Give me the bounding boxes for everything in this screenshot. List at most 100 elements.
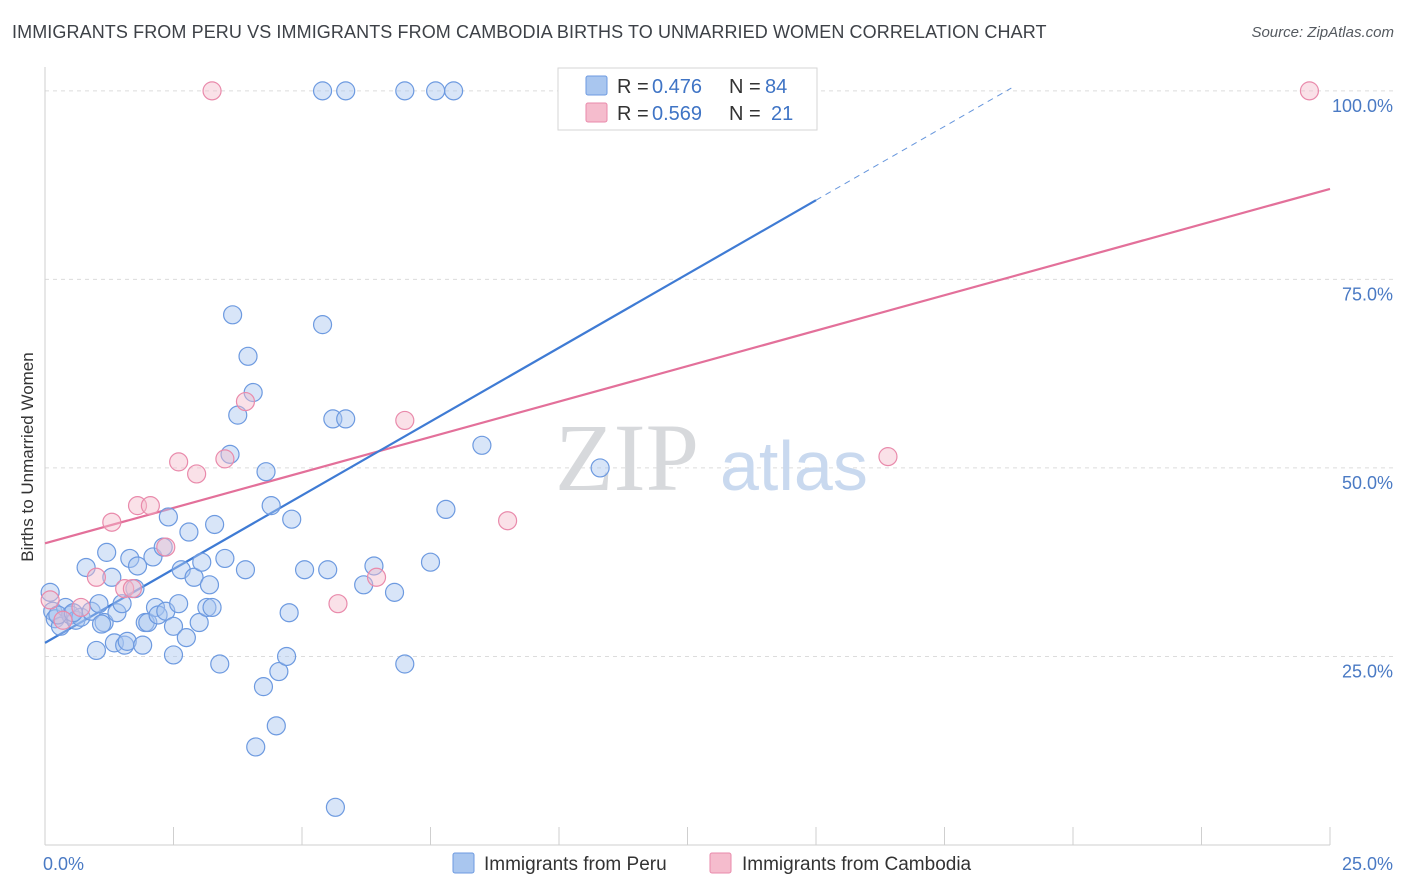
point-cambodia-4 <box>102 512 122 532</box>
legend-cambodia-n-label: N = <box>729 103 761 125</box>
point-peru-22 <box>127 556 148 576</box>
point-peru-57 <box>266 716 286 736</box>
y-axis-label: Births to Unmarried Women <box>18 352 37 561</box>
point-peru-43 <box>202 597 222 618</box>
trend-lines <box>44 87 1331 644</box>
x-tick-label-max: 25.0% <box>1342 854 1393 874</box>
point-peru-27 <box>145 597 166 618</box>
point-peru-75 <box>590 458 610 478</box>
legend: R = 0.476 N = 84 R = 0.569 N = 21 <box>557 67 818 131</box>
legend-peru-r: 0.476 <box>652 76 702 98</box>
point-cambodia-18 <box>498 511 518 531</box>
point-cambodia-13 <box>215 449 235 469</box>
point-peru-33 <box>163 645 184 665</box>
point-peru-39 <box>189 612 209 633</box>
point-peru-17 <box>112 594 132 614</box>
point-peru-19 <box>117 631 137 651</box>
point-cambodia-12 <box>202 81 222 101</box>
legend-swatch-peru <box>585 75 608 96</box>
point-peru-14 <box>102 567 122 587</box>
trend-line-cambodia <box>44 187 1331 545</box>
point-peru-20 <box>120 548 140 569</box>
point-peru-34 <box>169 594 189 614</box>
bottom-legend-cambodia: Immigrants from Cambodia <box>742 854 972 875</box>
point-peru-62 <box>294 560 315 580</box>
data-points <box>40 81 1320 817</box>
point-cambodia-15 <box>328 594 348 614</box>
point-peru-13 <box>97 542 117 562</box>
point-cambodia-6 <box>122 578 142 599</box>
point-peru-23 <box>133 635 153 655</box>
point-peru-44 <box>205 514 225 535</box>
point-cambodia-8 <box>140 496 160 516</box>
point-cambodia-3 <box>86 567 107 587</box>
axes <box>44 67 1331 846</box>
point-cambodia-1 <box>53 610 73 630</box>
point-peru-48 <box>223 305 243 325</box>
y-tick-label-1: 50.0% <box>1342 473 1393 493</box>
point-peru-36 <box>176 628 196 648</box>
point-peru-64 <box>318 560 338 580</box>
trend-line-peru-extension <box>815 87 1012 201</box>
point-cambodia-10 <box>169 452 189 472</box>
point-peru-74 <box>472 435 492 455</box>
point-peru-81 <box>48 605 68 625</box>
point-peru-79 <box>426 81 446 101</box>
point-peru-63 <box>312 315 333 335</box>
point-peru-70 <box>384 582 405 602</box>
point-peru-37 <box>179 522 199 542</box>
point-peru-80 <box>444 81 464 101</box>
legend-peru-r-label: R = <box>617 76 649 98</box>
point-peru-60 <box>279 603 299 623</box>
point-peru-71 <box>395 654 415 674</box>
legend-peru-n-label: N = <box>729 76 761 98</box>
point-peru-42 <box>199 575 220 595</box>
point-cambodia-14 <box>235 391 256 412</box>
legend-peru-n: 84 <box>765 76 787 98</box>
point-peru-76 <box>312 81 333 101</box>
point-peru-67 <box>336 409 356 429</box>
point-peru-78 <box>395 81 415 101</box>
point-peru-38 <box>184 567 204 587</box>
point-cambodia-11 <box>187 464 207 484</box>
point-peru-32 <box>163 616 184 636</box>
bottom-legend-swatch-peru <box>452 852 475 874</box>
x-tick-label-min: 0.0% <box>43 854 84 874</box>
y-tick-labels: 25.0% 50.0% 75.0% 100.0% <box>1332 96 1393 682</box>
bottom-legend-swatch-cambodia <box>709 852 732 874</box>
point-peru-53 <box>246 737 266 757</box>
point-peru-41 <box>197 597 217 618</box>
source-label: Source: ZipAtlas.com <box>1251 24 1394 41</box>
trend-line-peru <box>44 199 817 644</box>
point-peru-73 <box>436 499 456 520</box>
point-peru-0 <box>40 582 60 602</box>
point-peru-11 <box>89 594 109 614</box>
legend-cambodia-r: 0.569 <box>652 103 702 125</box>
point-peru-59 <box>276 646 297 667</box>
legend-swatch-cambodia <box>585 102 608 123</box>
point-cambodia-0 <box>40 590 60 610</box>
point-cambodia-9 <box>156 537 176 557</box>
gridlines <box>45 90 1393 657</box>
point-peru-16 <box>107 603 127 623</box>
point-peru-10 <box>86 640 107 661</box>
point-peru-66 <box>325 797 346 817</box>
point-peru-72 <box>420 552 441 572</box>
point-peru-50 <box>235 560 256 580</box>
watermark: ZIP atlas <box>555 404 868 511</box>
watermark-zip: ZIP <box>555 404 699 511</box>
point-peru-31 <box>158 507 178 527</box>
y-tick-label-0: 25.0% <box>1342 661 1393 681</box>
point-peru-55 <box>256 462 276 482</box>
point-cambodia-16 <box>366 567 387 587</box>
point-peru-51 <box>238 346 258 366</box>
legend-cambodia-r-label: R = <box>617 103 649 125</box>
watermark-atlas: atlas <box>720 427 868 505</box>
chart-title: IMMIGRANTS FROM PERU VS IMMIGRANTS FROM … <box>12 22 1047 42</box>
point-peru-61 <box>282 509 302 529</box>
point-peru-8 <box>76 557 96 578</box>
point-cambodia-20 <box>1299 81 1320 101</box>
bottom-legend-peru: Immigrants from Peru <box>484 854 667 875</box>
point-peru-45 <box>210 654 230 674</box>
